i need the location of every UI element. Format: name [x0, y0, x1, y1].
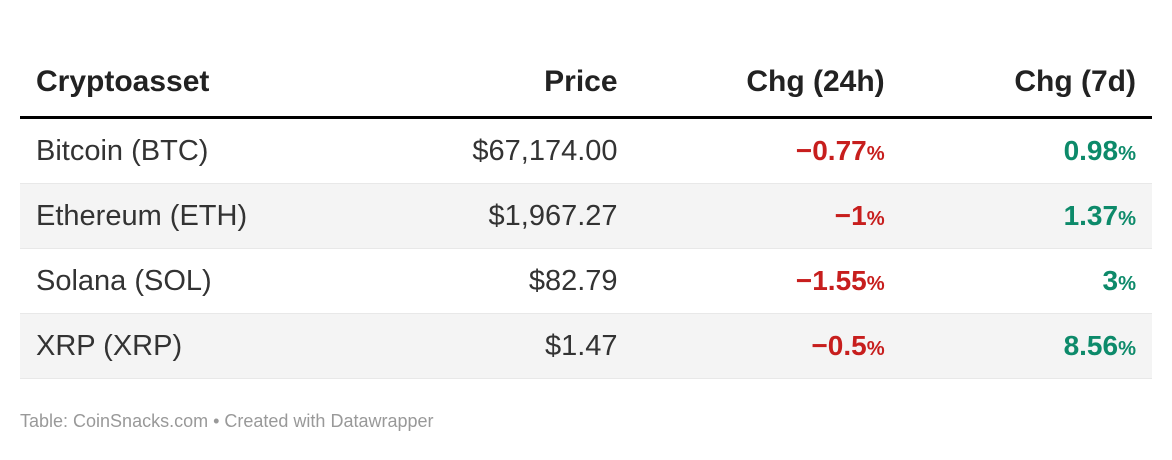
chg-7d-cell: 0.98% — [900, 117, 1152, 184]
price-cell: $1,967.27 — [365, 183, 634, 249]
chg-24h-cell: −0.77% — [633, 117, 901, 184]
attribution-footer: Table: CoinSnacks.com • Created with Dat… — [20, 411, 434, 431]
table-row: Bitcoin (BTC) $67,174.00 −0.77% 0.98% — [20, 117, 1152, 184]
price-cell: $82.79 — [365, 248, 634, 314]
change-value: 3 — [1102, 265, 1119, 296]
crypto-price-table: Cryptoasset Price Chg (24h) Chg (7d) Bit… — [20, 48, 1152, 379]
percent-sign: % — [1118, 143, 1136, 165]
asset-name-cell: Solana (SOL) — [20, 248, 366, 314]
table-row: XRP (XRP) $1.47 −0.5% 8.56% — [20, 313, 1152, 379]
percent-sign: % — [1118, 208, 1136, 230]
column-header-price: Price — [544, 65, 618, 98]
chg-24h-cell: −1.55% — [633, 248, 901, 314]
chg-7d-cell: 3% — [900, 248, 1152, 314]
column-header-chg-7d: Chg (7d) — [1014, 65, 1136, 98]
percent-sign: % — [866, 338, 885, 360]
header-row: Cryptoasset Price Chg (24h) Chg (7d) — [20, 48, 1152, 118]
change-value: 8.56 — [1063, 330, 1119, 361]
change-value: −1 — [834, 200, 867, 231]
change-value: −0.77 — [795, 135, 867, 166]
chg-24h-cell: −0.5% — [633, 313, 901, 379]
percent-sign: % — [866, 143, 885, 165]
change-value: 1.37 — [1063, 200, 1119, 231]
table-header: Cryptoasset Price Chg (24h) Chg (7d) — [20, 48, 1152, 118]
percent-sign: % — [866, 273, 885, 295]
price-cell: $67,174.00 — [365, 117, 634, 184]
change-value: −0.5 — [811, 330, 867, 361]
table-body: Bitcoin (BTC) $67,174.00 −0.77% 0.98% Ethere… — [20, 117, 1152, 379]
asset-name-cell: XRP (XRP) — [20, 313, 366, 379]
chg-24h-cell: −1% — [633, 183, 901, 249]
column-header-chg-24h: Chg (24h) — [746, 65, 885, 98]
chg-7d-cell: 1.37% — [900, 183, 1152, 249]
table-row: Ethereum (ETH) $1,967.27 −1% 1.37% — [20, 183, 1152, 249]
table-row: Solana (SOL) $82.79 −1.55% 3% — [20, 248, 1152, 314]
asset-name-cell: Bitcoin (BTC) — [20, 117, 366, 184]
change-value: −1.55 — [795, 265, 867, 296]
percent-sign: % — [1118, 338, 1136, 360]
change-value: 0.98 — [1063, 135, 1119, 166]
column-header-cryptoasset: Cryptoasset — [36, 65, 210, 98]
price-cell: $1.47 — [365, 313, 634, 379]
table-widget: Cryptoasset Price Chg (24h) Chg (7d) Bit… — [20, 48, 1152, 379]
percent-sign: % — [866, 208, 885, 230]
percent-sign: % — [1118, 273, 1136, 295]
chg-7d-cell: 8.56% — [900, 313, 1152, 379]
asset-name-cell: Ethereum (ETH) — [20, 183, 366, 249]
